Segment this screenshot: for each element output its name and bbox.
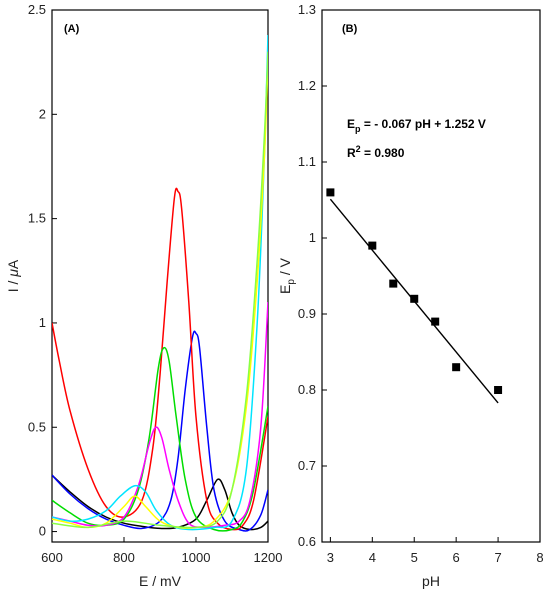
panel-b-y-tick-label: 0.6 xyxy=(298,534,316,549)
panel-a-y-tick-label: 1.5 xyxy=(28,211,46,226)
panel-b-y-tick-label: 0.9 xyxy=(298,306,316,321)
panel-b-y-axis-label: Ep / V xyxy=(277,257,297,294)
panel-a-x-axis-label: E / mV xyxy=(139,573,182,589)
panel-b-x-tick-label: 6 xyxy=(453,550,460,565)
panel-a-y-tick-label: 2.5 xyxy=(28,2,46,17)
data-point xyxy=(410,294,419,303)
panel-a-frame xyxy=(51,9,269,543)
panel-b-frame xyxy=(321,9,541,543)
panel-b-y-label-sub: p xyxy=(286,279,297,285)
panel-a-y-label-main: I / xyxy=(5,277,21,293)
panel-b-y-tick-label: 1.2 xyxy=(298,78,316,93)
panel-a-label: (A) xyxy=(64,23,80,35)
panel-a-y-label-unit: A xyxy=(5,259,21,269)
fit-r2-rest: = 0.980 xyxy=(361,146,405,160)
data-point xyxy=(452,363,461,372)
data-point xyxy=(431,317,440,326)
panel-b-x-tick-label: 4 xyxy=(369,550,376,565)
panel-a-y-tick-label: 0 xyxy=(39,524,46,539)
panel-b-y-tick-label: 0.8 xyxy=(298,382,316,397)
panel-b-x-tick-label: 3 xyxy=(327,550,334,565)
panel-b-y-tick-label: 0.7 xyxy=(298,458,316,473)
panel-a-x-tick-label: 600 xyxy=(41,550,63,565)
data-point xyxy=(368,241,377,250)
data-point xyxy=(326,188,335,197)
panel-b-y-label-main: E xyxy=(277,285,293,294)
voltammogram-curve-3 xyxy=(52,187,268,531)
panel-b-x-tick-label: 5 xyxy=(411,550,418,565)
data-point xyxy=(389,279,398,288)
panel-b-label: (B) xyxy=(342,23,358,35)
panel-a: 600 800 1000 1200 0 0.5 1 1.5 2 2.5 (A) E / mV I … xyxy=(5,2,282,589)
fit-equation: Ep = - 0.067 pH + 1.252 V xyxy=(347,117,486,134)
panel-b-x-tick-label: 8 xyxy=(536,550,543,565)
panel-a-x-tick-label: 800 xyxy=(113,550,135,565)
fit-equation-main: E xyxy=(347,117,355,131)
fit-equation-rest: = - 0.067 pH + 1.252 V xyxy=(361,117,486,131)
panel-b-y-tick-label: 1.1 xyxy=(298,154,316,169)
panel-b-y-label-unit: / V xyxy=(277,257,293,279)
panel-a-y-tick-label: 2 xyxy=(39,106,46,121)
fit-equation-sub: p xyxy=(355,124,361,134)
panel-b-y-tick-label: 1 xyxy=(309,230,316,245)
panel-a-y-label-greek: μ xyxy=(5,269,21,278)
fit-r2-main: R xyxy=(347,146,356,160)
voltammogram-curve-5 xyxy=(52,302,268,529)
data-point xyxy=(494,386,503,394)
panel-b: 3 4 5 6 7 8 0.6 0.7 0.8 0.9 1 1.1 1.2 1.3 (B) Ep = - … xyxy=(277,2,544,589)
panel-b-y-tick-label: 1.3 xyxy=(298,2,316,17)
panel-a-y-tick-label: 1 xyxy=(39,315,46,330)
voltammogram-curve-6 xyxy=(52,34,268,531)
panel-b-x-tick-label: 7 xyxy=(494,550,501,565)
panel-a-x-tick-label: 1200 xyxy=(254,550,283,565)
fit-r2-sup: 2 xyxy=(356,144,361,154)
panel-b-x-axis-label: pH xyxy=(422,573,440,589)
panel-a-y-axis-label: I / μA xyxy=(5,259,21,292)
fit-r-squared: R2 = 0.980 xyxy=(347,144,405,160)
panel-a-x-tick-label: 1000 xyxy=(182,550,211,565)
voltammogram-curve-8 xyxy=(52,51,268,529)
panel-a-y-tick-label: 0.5 xyxy=(28,419,46,434)
